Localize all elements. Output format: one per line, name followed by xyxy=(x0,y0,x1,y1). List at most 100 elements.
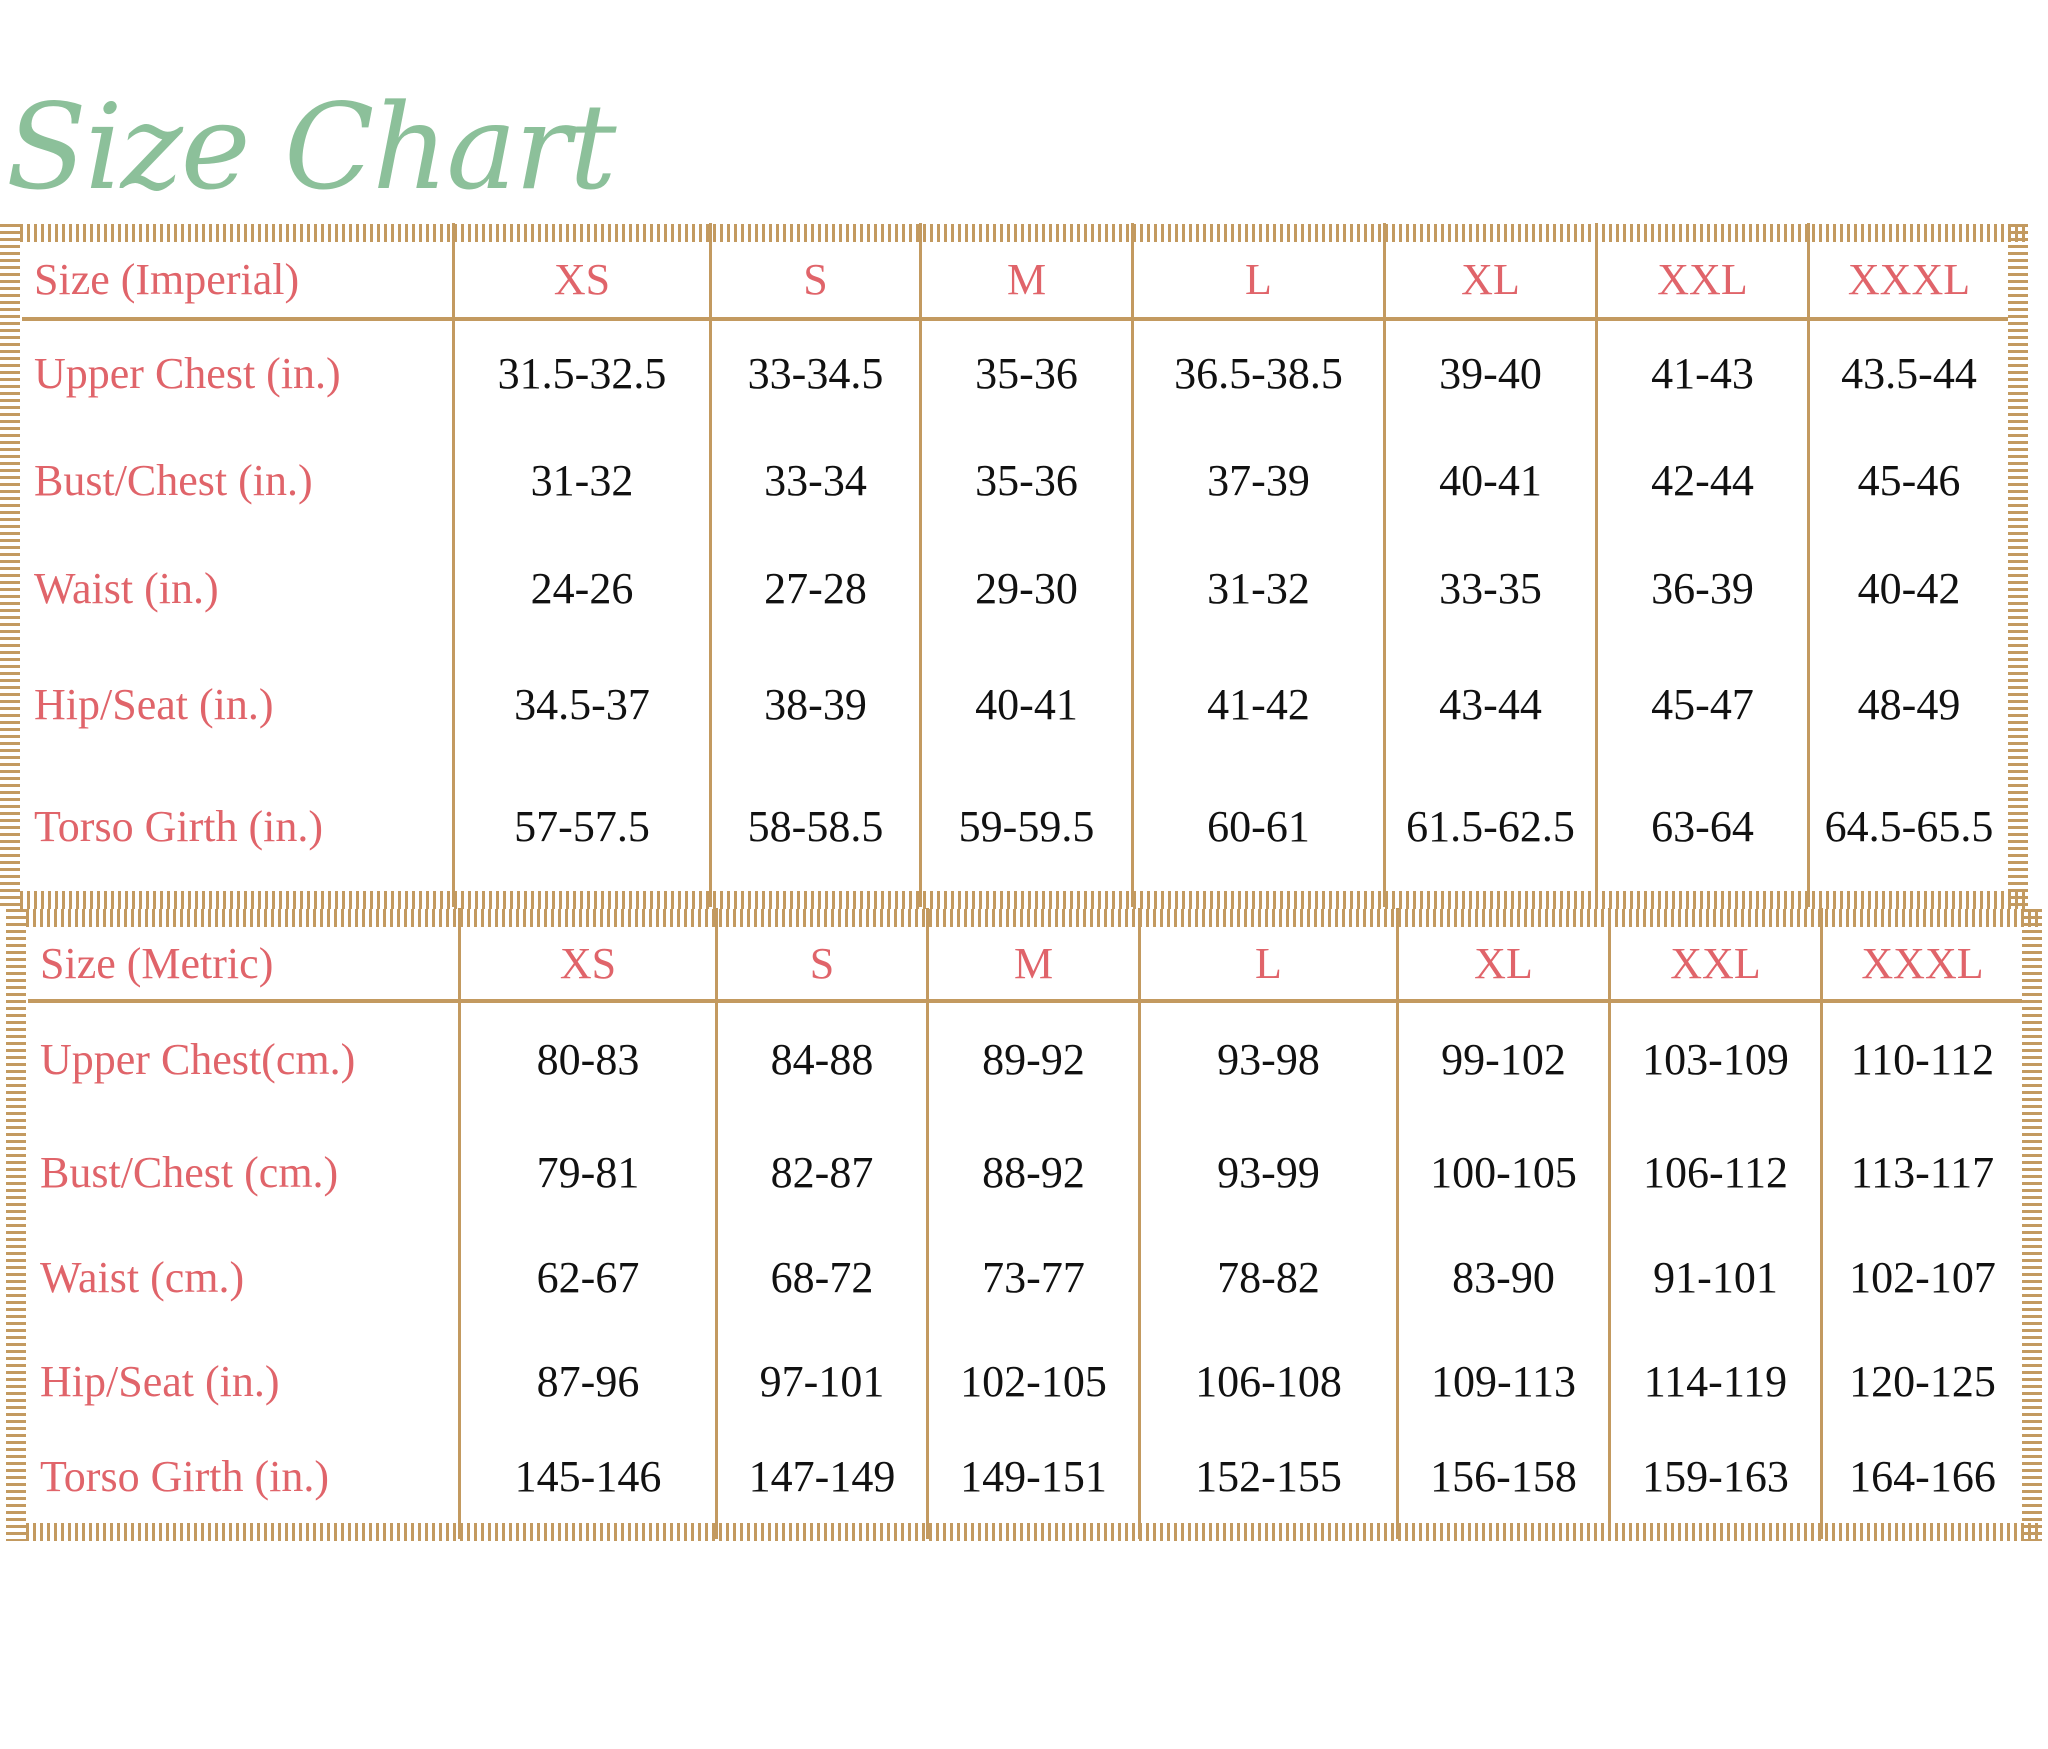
row-label: Upper Chest(cm.) xyxy=(40,1035,356,1085)
measurement-cell: 102-107 xyxy=(1849,1253,1996,1303)
size-header-s: S xyxy=(809,938,835,988)
measurement-cell: 33-34 xyxy=(764,456,867,506)
measurement-cell: 38-39 xyxy=(764,679,867,729)
measurement-cell: 64.5-65.5 xyxy=(1824,801,1994,851)
size-header-xxxl: XXXL xyxy=(1861,938,1984,988)
measurement-cell: 63-64 xyxy=(1651,801,1754,851)
measurement-cell: 43-44 xyxy=(1439,679,1542,729)
left-tick-border xyxy=(6,909,26,1541)
measurement-cell: 113-117 xyxy=(1850,1147,1995,1197)
row-label: Upper Chest (in.) xyxy=(34,349,341,399)
column-divider xyxy=(458,908,461,1539)
size-header-m: M xyxy=(1006,255,1047,305)
measurement-cell: 61.5-62.5 xyxy=(1406,801,1575,851)
measurement-cell: 36.5-38.5 xyxy=(1174,349,1343,399)
row-label: Torso Girth (in.) xyxy=(34,801,323,851)
measurement-cell: 40-42 xyxy=(1857,564,1961,614)
column-divider xyxy=(715,908,718,1539)
measurement-cell: 93-98 xyxy=(1217,1035,1320,1085)
column-divider xyxy=(1383,223,1386,907)
measurement-cell: 100-105 xyxy=(1430,1147,1577,1197)
size-header-xxxl: XXXL xyxy=(1847,255,1971,305)
measurement-cell: 62-67 xyxy=(536,1253,640,1303)
measurement-cell: 87-96 xyxy=(536,1356,640,1406)
measurement-cell: 106-112 xyxy=(1642,1147,1789,1197)
page-title: Size Chart xyxy=(6,78,617,216)
measurement-cell: 103-109 xyxy=(1642,1035,1789,1085)
measurement-cell: 58-58.5 xyxy=(747,801,884,851)
row-label: Waist (in.) xyxy=(34,564,219,614)
measurement-cell: 110-112 xyxy=(1850,1035,1995,1085)
measurement-cell: 68-72 xyxy=(770,1253,874,1303)
measurement-cell: 41-42 xyxy=(1207,679,1310,729)
measurement-cell: 106-108 xyxy=(1195,1356,1342,1406)
column-divider xyxy=(709,223,712,907)
measurement-cell: 27-28 xyxy=(764,564,867,614)
column-divider xyxy=(1131,223,1134,907)
row-label: Bust/Chest (cm.) xyxy=(40,1147,339,1197)
column-divider xyxy=(919,223,922,907)
size-header-xxl: XXL xyxy=(1657,255,1748,305)
column-divider xyxy=(1396,908,1399,1539)
header-divider xyxy=(28,999,2022,1003)
size-header-l: L xyxy=(1255,938,1282,988)
row-label: Hip/Seat (in.) xyxy=(34,679,274,729)
measurement-cell: 99-102 xyxy=(1441,1035,1566,1085)
measurement-cell: 48-49 xyxy=(1857,679,1961,729)
measurement-cell: 82-87 xyxy=(770,1147,874,1197)
size-header-xl: XL xyxy=(1461,255,1520,305)
measurement-cell: 33-35 xyxy=(1439,564,1542,614)
row-label: Waist (cm.) xyxy=(40,1253,245,1303)
measurement-cell: 83-90 xyxy=(1452,1253,1555,1303)
measurement-cell: 91-101 xyxy=(1653,1253,1778,1303)
size-header-m: M xyxy=(1013,938,1054,988)
measurement-cell: 31.5-32.5 xyxy=(497,349,667,399)
column-divider xyxy=(1595,223,1598,907)
measurement-cell: 29-30 xyxy=(975,564,1078,614)
measurement-cell: 120-125 xyxy=(1849,1356,1996,1406)
measurement-cell: 149-151 xyxy=(960,1452,1107,1502)
measurement-cell: 31-32 xyxy=(530,456,634,506)
measurement-cell: 73-77 xyxy=(982,1253,1085,1303)
left-tick-border xyxy=(0,224,20,909)
measurement-cell: 37-39 xyxy=(1207,456,1310,506)
size-header-xs: XS xyxy=(559,938,617,988)
measurement-cell: 41-43 xyxy=(1651,349,1754,399)
measurement-cell: 80-83 xyxy=(536,1035,640,1085)
row-label: Torso Girth (in.) xyxy=(40,1452,329,1502)
header-label: Size (Metric) xyxy=(40,938,274,988)
measurement-cell: 93-99 xyxy=(1217,1147,1320,1197)
right-tick-border xyxy=(2022,909,2042,1541)
measurement-cell: 33-34.5 xyxy=(747,349,884,399)
column-divider xyxy=(1807,223,1810,907)
measurement-cell: 40-41 xyxy=(975,679,1078,729)
measurement-cell: 89-92 xyxy=(982,1035,1085,1085)
measurement-cell: 42-44 xyxy=(1651,456,1754,506)
measurement-cell: 35-36 xyxy=(975,349,1078,399)
row-label: Bust/Chest (in.) xyxy=(34,456,313,506)
measurement-cell: 84-88 xyxy=(770,1035,874,1085)
column-divider xyxy=(452,223,455,907)
size-header-l: L xyxy=(1245,255,1272,305)
measurement-cell: 102-105 xyxy=(960,1356,1107,1406)
size-header-xxl: XXL xyxy=(1670,938,1761,988)
measurement-cell: 36-39 xyxy=(1651,564,1754,614)
row-label: Hip/Seat (in.) xyxy=(40,1356,280,1406)
measurement-cell: 156-158 xyxy=(1430,1452,1577,1502)
top-tick-border xyxy=(26,909,2042,927)
header-divider xyxy=(22,317,2008,321)
column-divider xyxy=(1820,908,1823,1539)
measurement-cell: 35-36 xyxy=(975,456,1078,506)
measurement-cell: 34.5-37 xyxy=(514,679,650,729)
measurement-cell: 60-61 xyxy=(1207,801,1310,851)
measurement-cell: 43.5-44 xyxy=(1841,349,1977,399)
measurement-cell: 97-101 xyxy=(759,1356,885,1406)
measurement-cell: 114-119 xyxy=(1643,1356,1788,1406)
size-header-xl: XL xyxy=(1474,938,1533,988)
measurement-cell: 109-113 xyxy=(1430,1356,1577,1406)
measurement-cell: 145-146 xyxy=(514,1452,662,1502)
right-tick-border xyxy=(2008,224,2028,909)
header-label: Size (Imperial) xyxy=(34,255,300,305)
measurement-cell: 59-59.5 xyxy=(958,801,1095,851)
column-divider xyxy=(1138,908,1141,1539)
